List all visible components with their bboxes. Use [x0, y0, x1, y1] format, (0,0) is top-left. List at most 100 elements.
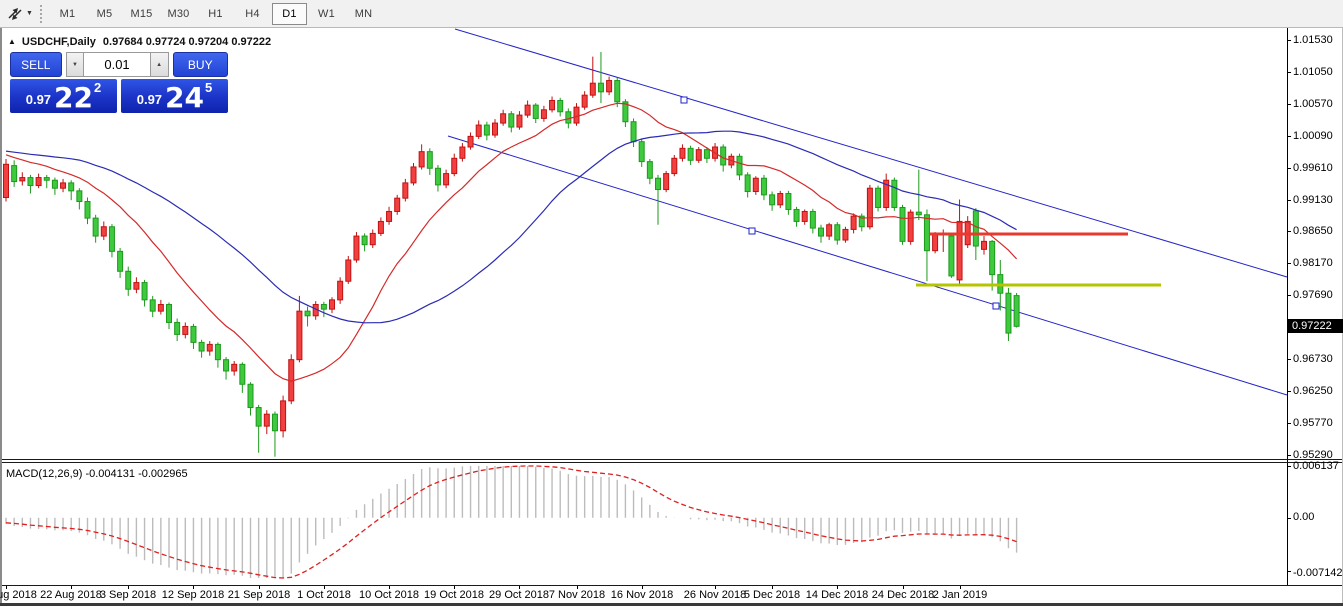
price-axis-tick-label: 0.99130	[1293, 194, 1333, 206]
date-axis-label: 10 Oct 2018	[359, 589, 419, 601]
sell-price-pip: 2	[94, 80, 102, 95]
price-axis-tick-label: 1.01050	[1293, 66, 1333, 78]
date-axis-tick-mark	[960, 586, 961, 589]
date-axis-label: 22 Aug 2018	[40, 589, 102, 601]
timeframe-button-M30[interactable]: M30	[167, 7, 190, 20]
date-axis-tick-mark	[642, 586, 643, 589]
date-axis-label: 14 Dec 2018	[805, 589, 869, 601]
sell-price-prefix: 0.97	[25, 92, 52, 107]
date-axis-label: 2 Jan 2019	[932, 589, 988, 601]
current-price-badge: 0.97222	[1287, 319, 1343, 333]
timeframe-button-MN[interactable]: MN	[354, 7, 373, 20]
date-axis-tick-mark	[772, 586, 773, 589]
date-axis-tick-mark	[259, 586, 260, 589]
macd-pane-border	[0, 585, 1343, 586]
ohlc-values: 0.97684 0.97724 0.97204 0.97222	[102, 35, 272, 48]
price-axis-tick-mark	[1287, 295, 1291, 296]
price-axis-border	[1287, 28, 1288, 585]
price-axis-tick-label: 0.98650	[1293, 225, 1333, 237]
toolbar-grip[interactable]	[40, 4, 42, 23]
date-axis-tick-mark	[519, 586, 520, 589]
date-axis-label: 19 Oct 2018	[424, 589, 484, 601]
macd-axis-tick-mark	[1287, 466, 1291, 467]
date-axis-tick-mark	[193, 586, 194, 589]
sell-price-big: 22	[54, 81, 94, 114]
price-axis-tick-label: 0.95290	[1293, 449, 1333, 461]
price-axis-tick-label: 0.95770	[1293, 417, 1333, 429]
price-axis-tick-mark	[1287, 455, 1291, 456]
lot-increase-button[interactable]: ▲	[150, 52, 169, 77]
sell-price-display[interactable]: 0.97 22 2	[10, 79, 117, 113]
date-axis-tick-mark	[837, 586, 838, 589]
one-click-collapse-icon[interactable]: ▲	[8, 37, 16, 46]
diagonal-arrows-icon[interactable]: ▼	[4, 3, 34, 25]
diagonal-arrows-glyph	[8, 7, 22, 20]
buy-price-display[interactable]: 0.97 24 5	[121, 79, 228, 113]
symbol-period-label: USDCHF,Daily	[21, 35, 96, 48]
timeframe-button-H4[interactable]: H4	[245, 7, 260, 20]
one-click-trading-panel: SELL ▼ 0.01 ▲ BUY 0.97 22 2 0.97 24 5	[10, 52, 228, 113]
timeframes-toolbar: ▼ M1 M5 M15 M30 H1 H4 D1 W1 MN	[0, 0, 1343, 28]
buy-price-big: 24	[165, 81, 205, 114]
macd-indicator-label: MACD(12,26,9) -0.004131 -0.002965	[6, 468, 188, 480]
lot-decrease-button[interactable]: ▼	[65, 52, 84, 77]
price-axis-tick-label: 1.00570	[1293, 98, 1333, 110]
buy-price-prefix: 0.97	[136, 92, 163, 107]
date-axis-label: 10 Aug 2018	[0, 589, 37, 601]
price-axis-tick-label: 0.97690	[1293, 289, 1333, 301]
date-axis-label: 21 Sep 2018	[227, 589, 291, 601]
lot-size-input[interactable]: 0.01	[83, 52, 151, 77]
price-axis-tick-label: 1.00090	[1293, 130, 1333, 142]
timeframe-button-M15[interactable]: M15	[130, 7, 153, 20]
date-axis-tick-mark	[389, 586, 390, 589]
date-axis-label: 26 Nov 2018	[683, 589, 747, 601]
buy-button[interactable]: BUY	[172, 52, 228, 77]
price-axis-tick-mark	[1287, 104, 1291, 105]
pane-separator-2	[0, 462, 1343, 463]
window-left-border	[0, 28, 2, 603]
date-axis-label: 16 Nov 2018	[610, 589, 674, 601]
timeframe-button-M1[interactable]: M1	[59, 7, 76, 20]
date-axis-tick-mark	[128, 586, 129, 589]
chevron-down-icon[interactable]: ▼	[26, 10, 33, 17]
date-axis-label: 5 Dec 2018	[743, 589, 801, 601]
timeframe-button-H1[interactable]: H1	[208, 7, 223, 20]
date-axis-label: 29 Oct 2018	[489, 589, 549, 601]
window-bottom-border	[0, 603, 1343, 606]
price-axis-tick-label: 0.96730	[1293, 353, 1333, 365]
date-axis-tick-mark	[6, 586, 7, 589]
price-axis-tick-mark	[1287, 40, 1291, 41]
macd-scale-min: -0.007142	[1293, 567, 1343, 579]
price-axis-tick-mark	[1287, 136, 1291, 137]
price-axis-tick-mark	[1287, 72, 1291, 73]
macd-axis-tick-mark	[1287, 518, 1291, 519]
macd-scale-max: 0.006137	[1293, 460, 1339, 472]
price-axis-tick-mark	[1287, 231, 1291, 232]
sell-button[interactable]: SELL	[10, 52, 62, 77]
price-axis-tick-mark	[1287, 391, 1291, 392]
date-axis-tick-mark	[715, 586, 716, 589]
timeframe-button-W1[interactable]: W1	[318, 7, 335, 20]
date-axis-tick-mark	[71, 586, 72, 589]
macd-axis-tick-mark	[1287, 571, 1291, 572]
price-axis-tick-mark	[1287, 263, 1291, 264]
pane-separator[interactable]	[0, 459, 1343, 460]
date-axis-label: 1 Oct 2018	[297, 589, 351, 601]
date-axis-label: 3 Sep 2018	[99, 589, 157, 601]
price-axis-tick-label: 1.01530	[1293, 34, 1333, 46]
date-axis-tick-mark	[454, 586, 455, 589]
date-axis-tick-mark	[903, 586, 904, 589]
timeframe-button-M5[interactable]: M5	[96, 7, 113, 20]
price-axis-tick-mark	[1287, 168, 1291, 169]
chart-title: ▲ USDCHF,Daily 0.97684 0.97724 0.97204 0…	[8, 35, 271, 48]
price-axis-tick-label: 0.98170	[1293, 257, 1333, 269]
date-axis-tick-mark	[577, 586, 578, 589]
price-axis-tick-label: 0.96250	[1293, 385, 1333, 397]
price-axis-tick-label: 0.99610	[1293, 162, 1333, 174]
date-axis-tick-mark	[324, 586, 325, 589]
date-axis-label: 12 Sep 2018	[161, 589, 225, 601]
price-axis-tick-mark	[1287, 423, 1291, 424]
timeframe-button-D1[interactable]: D1	[272, 2, 307, 25]
